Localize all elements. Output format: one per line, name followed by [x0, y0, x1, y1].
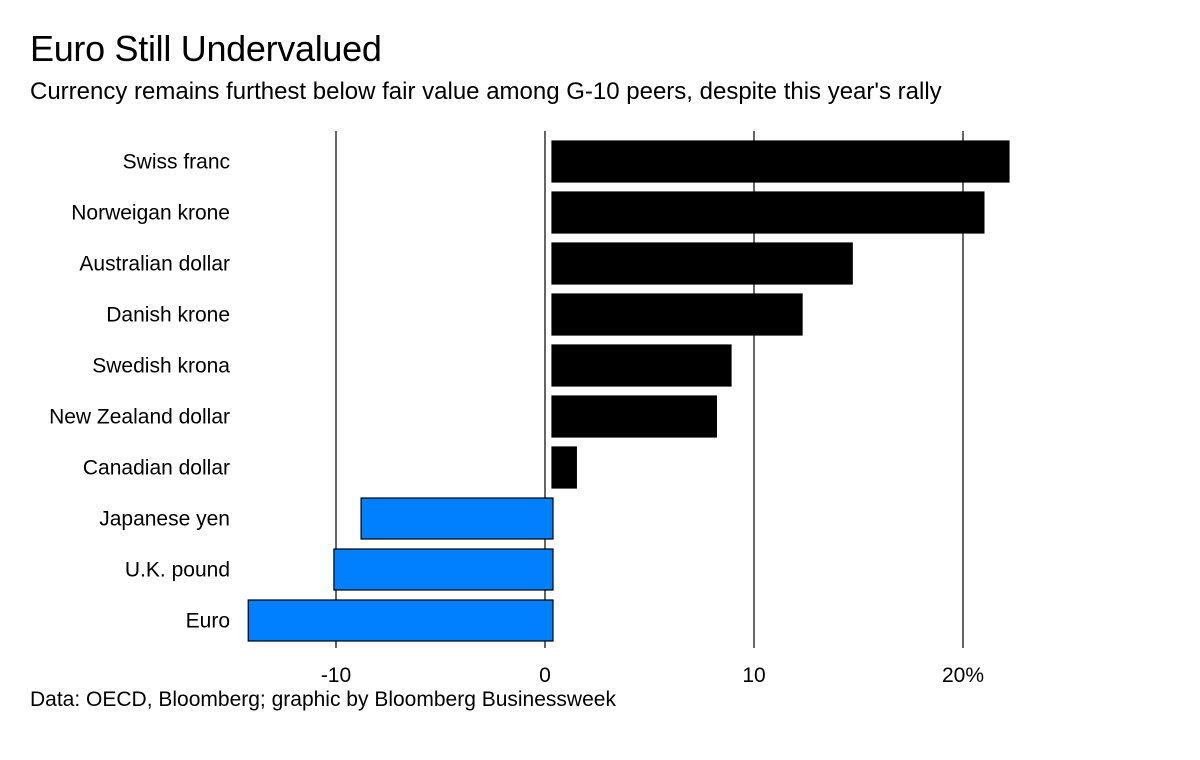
bar-swiss-franc	[551, 140, 1010, 183]
bar-canadian-dollar	[551, 446, 577, 489]
category-label: Euro	[186, 610, 230, 633]
bar-swedish-krona	[551, 344, 732, 387]
category-label: Swiss franc	[123, 151, 230, 174]
category-label: New Zealand dollar	[49, 406, 230, 429]
bar-u-k-pound	[333, 548, 554, 591]
chart-subtitle: Currency remains furthest below fair val…	[30, 78, 942, 105]
category-label: Danish krone	[106, 304, 230, 327]
bar-new-zealand-dollar	[551, 395, 717, 438]
x-tick-label: 0	[539, 664, 551, 687]
bars	[247, 140, 1010, 642]
category-label: Canadian dollar	[83, 457, 230, 480]
bar-danish-krone	[551, 293, 803, 336]
chart-title: Euro Still Undervalued	[30, 28, 382, 69]
x-tick-label: 10	[742, 664, 765, 687]
x-tick-label: 20%	[942, 664, 984, 687]
category-label: U.K. pound	[125, 559, 230, 582]
source-note: Data: OECD, Bloomberg; graphic by Bloomb…	[30, 688, 616, 711]
category-label: Norweigan krone	[71, 202, 230, 225]
bar-euro	[247, 599, 554, 642]
x-tick-label: -10	[321, 664, 351, 687]
category-label: Swedish krona	[92, 355, 230, 378]
x-tick-labels: -10 0 10 20%	[321, 664, 984, 687]
category-label: Japanese yen	[99, 508, 230, 531]
bar-japanese-yen	[360, 497, 554, 540]
category-label: Australian dollar	[79, 253, 230, 276]
bar-australian-dollar	[551, 242, 853, 285]
category-labels: Swiss franc Norweigan krone Australian dol…	[49, 151, 230, 633]
bar-norweigan-krone	[551, 191, 985, 234]
